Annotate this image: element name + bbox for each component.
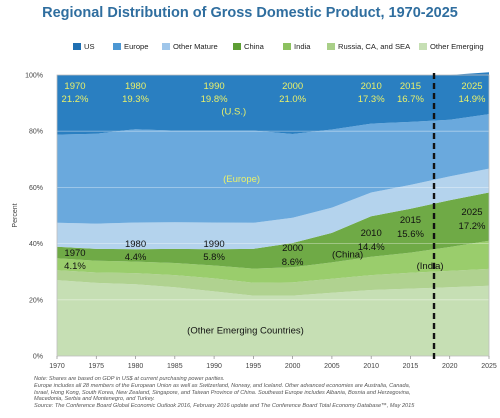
y-tick-label: 100%: [25, 73, 43, 80]
china-share-label: 5.8%: [203, 252, 225, 263]
us-share-label: 19.3%: [122, 94, 149, 105]
legend-label: US: [84, 41, 95, 51]
y-tick-label: 20%: [29, 297, 43, 304]
region-label: (China): [332, 250, 363, 261]
area-us: [57, 72, 489, 135]
us-share-label: 21.0%: [279, 94, 306, 105]
china-share-label: 4.4%: [125, 252, 147, 263]
chart-legend: US Europe Other Mature China India Russia, CA…: [0, 40, 500, 54]
x-tick-label: 2020: [442, 363, 458, 370]
us-share-label: 21.2%: [62, 94, 89, 105]
y-axis-label: Percent: [12, 203, 19, 227]
china-share-label: 15.6%: [397, 229, 424, 240]
region-label: (U.S.): [221, 106, 246, 117]
note-line: Note: Shares are based on GDP in US$ at …: [34, 376, 225, 382]
x-tick-label: 1970: [49, 363, 65, 370]
x-tick-label: 2015: [403, 363, 419, 370]
note-line: Source: The Conference Board Global Econ…: [34, 403, 415, 410]
x-tick-label: 2010: [363, 363, 379, 370]
china-share-label: 8.6%: [282, 257, 304, 268]
legend-label: India: [294, 41, 311, 51]
legend-swatch: [327, 43, 335, 50]
china-year-label: 1980: [125, 239, 146, 250]
legend-swatch: [113, 43, 121, 50]
chart-title: Regional Distribution of Gross Domestic …: [42, 5, 458, 21]
y-tick-label: 0%: [33, 354, 43, 361]
plot-frame: [56, 74, 490, 357]
china-year-label: 2000: [282, 243, 303, 254]
x-tick-label: 1990: [206, 363, 222, 370]
legend-label: Other Mature: [173, 41, 218, 51]
area-china: [57, 192, 489, 269]
china-year-label: 2010: [361, 228, 382, 239]
area-russia-ca-and-sea: [57, 268, 489, 296]
us-year-label: 2000: [282, 81, 303, 92]
area-europe: [57, 114, 489, 224]
china-year-label: 1970: [64, 248, 85, 259]
region-label: (Europe): [223, 174, 260, 185]
y-tick-label: 60%: [29, 185, 43, 192]
china-year-label: 2025: [461, 207, 482, 218]
area-india: [57, 240, 489, 283]
x-tick-label: 1980: [128, 363, 144, 370]
x-tick-label: 1985: [167, 363, 183, 370]
us-year-label: 2010: [361, 81, 382, 92]
us-year-label: 1990: [204, 81, 225, 92]
area-other-emerging: [57, 280, 489, 356]
x-tick-label: 2000: [285, 363, 301, 370]
us-share-label: 19.8%: [201, 94, 228, 105]
note-line: Macedonia, Serbia and Montenegro, and Tu…: [34, 396, 155, 403]
legend-swatch: [162, 43, 170, 50]
us-share-label: 16.7%: [397, 94, 424, 105]
legend-swatch: [283, 43, 291, 50]
legend-swatch: [233, 43, 241, 50]
us-share-label: 14.9%: [459, 94, 486, 105]
china-year-label: 2015: [400, 215, 421, 226]
us-year-label: 2015: [400, 81, 421, 92]
legend-swatch: [73, 43, 81, 50]
legend-label: China: [244, 41, 264, 51]
us-year-label: 2025: [461, 81, 482, 92]
note-line: Europe includes all 28 members of the Eu…: [34, 382, 411, 389]
region-label: (India): [417, 261, 444, 272]
us-share-label: 17.3%: [358, 94, 385, 105]
legend-label: Europe: [124, 41, 149, 51]
china-share-label: 4.1%: [64, 261, 86, 272]
chart-notes: Note: Shares are based on GDP in US$ at …: [34, 376, 494, 410]
legend-swatch: [419, 43, 427, 50]
us-year-label: 1970: [64, 81, 85, 92]
china-share-label: 14.4%: [358, 242, 385, 253]
x-tick-label: 1975: [88, 363, 104, 370]
legend-label: Russia, CA, and SEA: [338, 41, 411, 51]
area-other-mature: [57, 168, 489, 250]
region-label: (Other Emerging Countries): [187, 326, 304, 337]
us-year-label: 1980: [125, 81, 146, 92]
note-line: Israel, Hong Kong, South Korea, New Zeal…: [34, 389, 411, 396]
x-tick-label: 1995: [246, 363, 262, 370]
x-tick-label: 2005: [324, 363, 340, 370]
x-tick-label: 2025: [481, 363, 497, 370]
china-year-label: 1990: [204, 239, 225, 250]
china-share-label: 17.2%: [459, 221, 486, 232]
legend-label: Other Emerging: [430, 41, 484, 51]
y-tick-label: 40%: [29, 241, 43, 248]
y-tick-label: 80%: [29, 129, 43, 136]
